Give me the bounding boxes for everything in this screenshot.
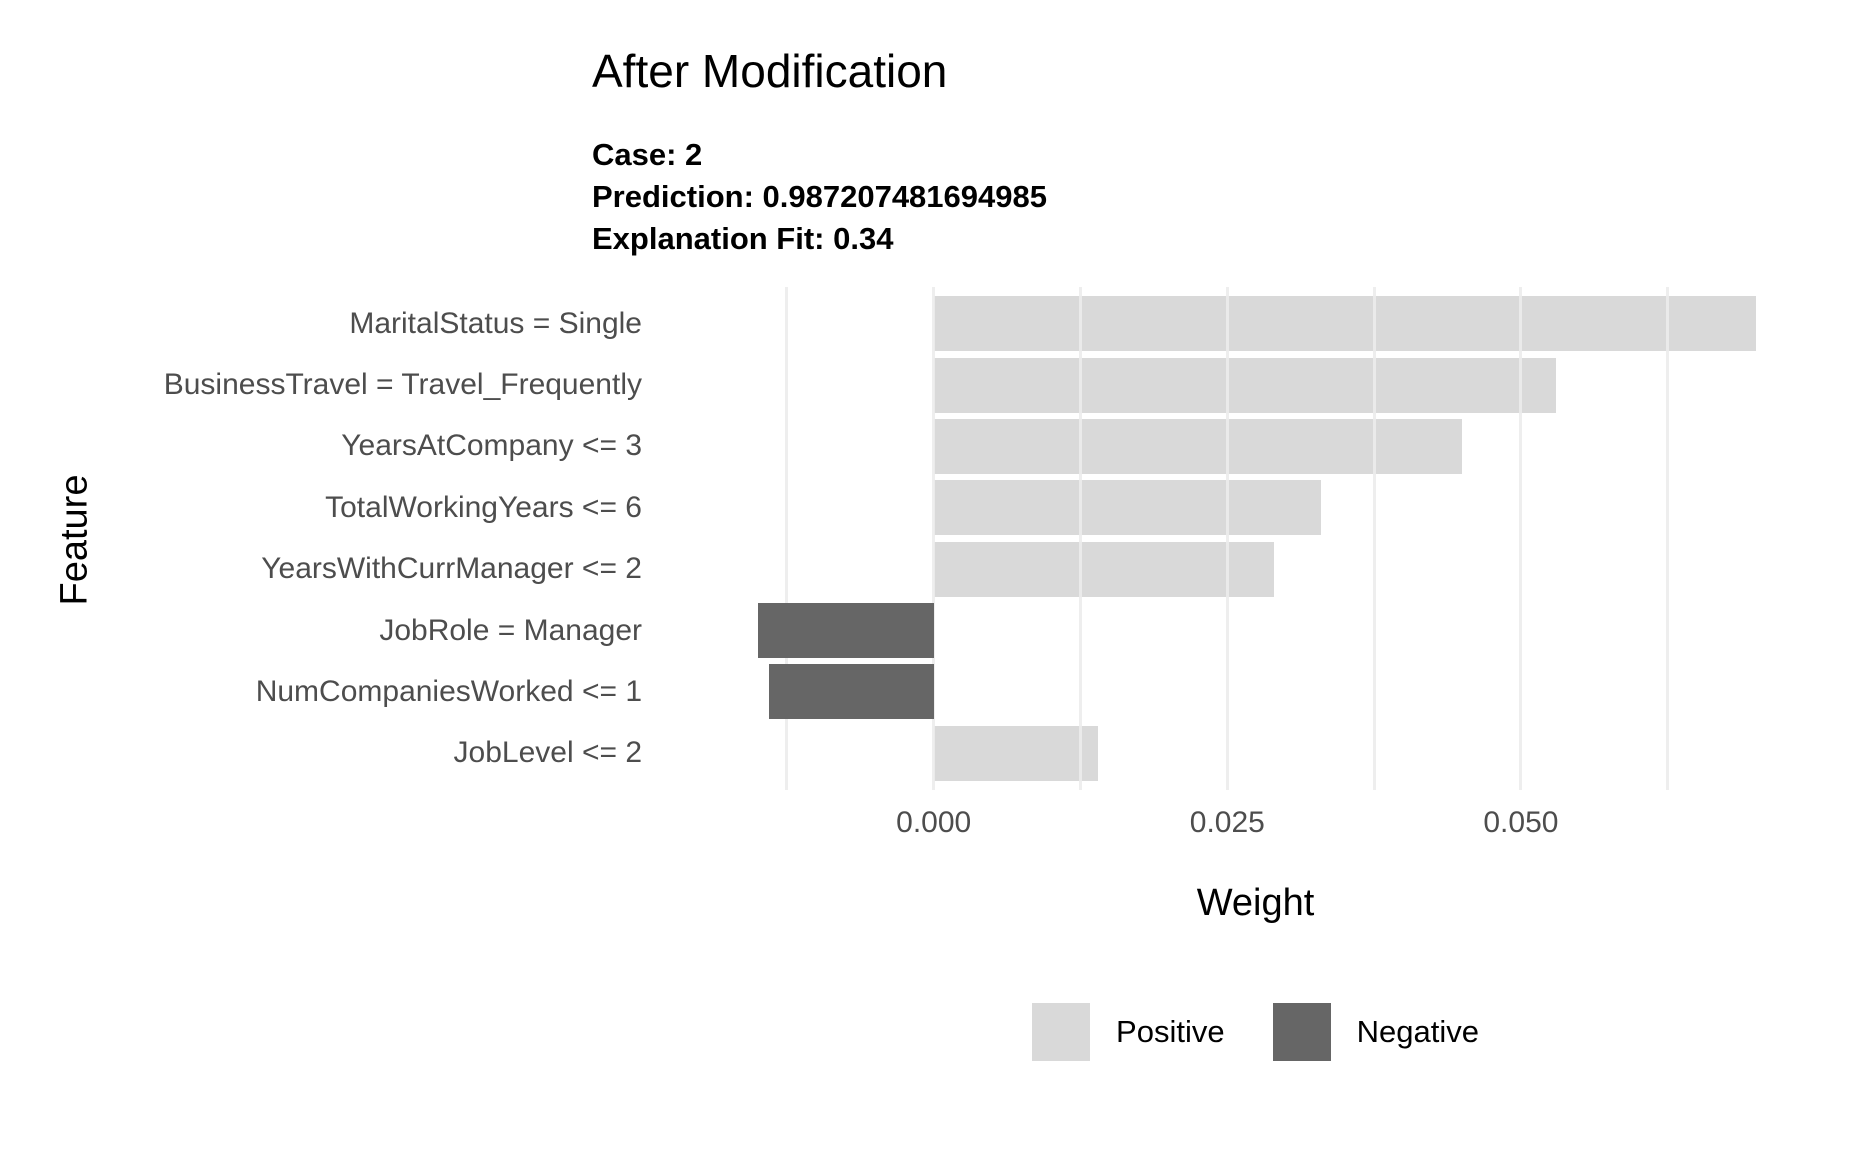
gridline [1519,287,1523,790]
feature-label: BusinessTravel = Travel_Frequently [163,368,642,402]
bar-positive [933,480,1322,536]
x-tick-label: 0.025 [1189,806,1265,839]
bar-positive [933,418,1463,475]
x-tick-label: 0.050 [1483,806,1559,839]
legend-swatch-negative [1272,1003,1331,1061]
subtitle-case: Case: 2 [592,137,703,172]
gridline [1372,287,1376,790]
bar-positive [933,296,1756,352]
gridline [1519,287,1523,790]
feature-label: TotalWorkingYears <= 6 [325,490,642,524]
page-title: After Modification [592,45,948,97]
gridline [932,287,936,790]
bar-positive [933,725,1099,781]
feature-label: MaritalStatus = Single [349,306,642,340]
y-axis-tick-labels: MaritalStatus = Single BusinessTravel = T… [0,287,646,790]
gridline [1372,287,1376,790]
gridline [785,287,789,790]
gridline [1666,287,1670,790]
legend-label-positive: Positive [1116,1014,1225,1049]
feature-label: JobRole = Manager [379,613,642,647]
gridline [1079,287,1082,790]
x-tick-label: 0.000 [896,806,972,839]
bar-negative [757,602,934,659]
bar-positive [933,541,1275,597]
x-axis-title: Weight [1196,882,1315,924]
gridline [785,287,789,790]
legend-entry-negative: Negative [1272,1003,1479,1061]
legend-label-negative: Negative [1356,1014,1479,1049]
subtitle-prediction: Prediction: 0.987207481694985 [592,179,1047,214]
legend: Positive Negative [700,1000,1811,1064]
legend-entry-positive: Positive [1032,1003,1225,1061]
bar-positive [933,357,1557,413]
chart-panel [700,287,1811,790]
gridline [1666,287,1670,790]
feature-label: YearsWithCurrManager <= 2 [261,552,642,586]
gridline [1225,287,1229,790]
feature-label: NumCompaniesWorked <= 1 [255,674,642,708]
bar-negative [769,664,934,720]
feature-label: YearsAtCompany <= 3 [341,429,642,463]
subtitle-explanation-fit: Explanation Fit: 0.34 [592,221,894,256]
x-axis-tick-labels: 0.000 0.025 0.050 [700,806,1811,846]
gridline [1225,287,1229,790]
plot-subtitle: Case: 2 Prediction: 0.987207481694985 Ex… [592,134,1047,260]
legend-swatch-positive [1032,1003,1091,1061]
gridline [932,287,936,790]
gridline [1079,287,1082,790]
feature-label: JobLevel <= 2 [453,736,642,770]
